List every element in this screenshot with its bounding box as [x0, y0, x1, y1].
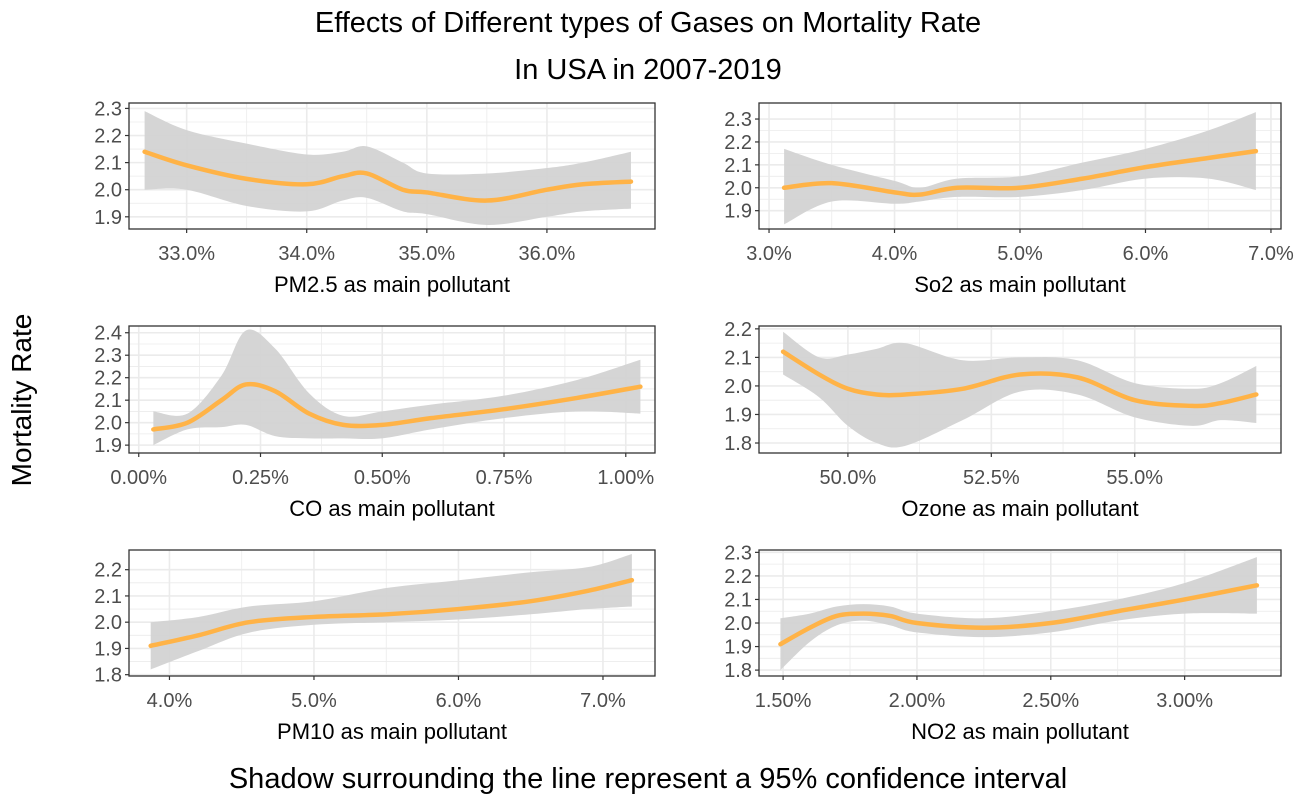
x-tick-label: 50.0%	[820, 467, 877, 489]
y-tick-label: 2.2	[724, 566, 752, 588]
y-tick-label: 1.9	[94, 207, 122, 229]
panel-5: 1.8 1.9 2.0 2.1 2.2 4.0% 5.0% 6.0% 7.0% PM10 as m…	[94, 549, 656, 744]
confidence-band	[783, 331, 1257, 448]
y-tick-label: 2.0	[94, 180, 122, 202]
y-tick-label: 2.2	[724, 319, 752, 341]
y-tick-label: 2.3	[94, 345, 122, 367]
x-axis-label: Ozone as main pollutant	[901, 496, 1138, 521]
y-tick-label: 2.3	[724, 542, 752, 564]
y-tick-label: 2.3	[724, 109, 752, 131]
y-tick-label: 1.8	[724, 660, 752, 682]
caption: Shadow surrounding the line represent a …	[228, 763, 1068, 795]
x-tick-label: 3.0%	[746, 243, 792, 265]
trend-line	[781, 148, 1259, 198]
x-axis-label: So2 as main pollutant	[914, 272, 1126, 297]
chart-subtitle: In USA in 2007-2019	[514, 54, 782, 86]
x-tick-label: 3.00%	[1156, 690, 1213, 712]
y-tick-label: 2.1	[94, 586, 122, 608]
y-tick-label: 1.9	[94, 638, 122, 660]
panel-6: 1.81.92.02.12.22.3 1.50% 2.00% 2.50% 3.00% NO…	[724, 542, 1282, 744]
y-tick-label: 1.9	[724, 201, 752, 223]
x-tick-label: 55.0%	[1106, 467, 1163, 489]
confidence-band	[153, 329, 641, 446]
panel-1: 1.9 2.0 2.1 2.2 2.3 33.0% 34.0% 35.0% 36.0% PM2.5…	[94, 98, 656, 297]
y-tick-label: 2.1	[94, 390, 122, 412]
trend-line	[151, 381, 643, 432]
x-axis-label: PM2.5 as main pollutant	[274, 272, 510, 297]
y-tick-label: 2.2	[94, 126, 122, 148]
x-tick-label: 1.00%	[597, 467, 654, 489]
panel-border	[758, 325, 1282, 454]
x-tick-label: 4.0%	[872, 243, 918, 265]
x-tick-label: 6.0%	[436, 690, 482, 712]
y-tick-label: 1.9	[724, 404, 752, 426]
panel-border	[758, 549, 1282, 677]
x-tick-label: 0.50%	[354, 467, 411, 489]
x-tick-label: 2.00%	[889, 690, 946, 712]
x-axis-label: PM10 as main pollutant	[277, 719, 507, 744]
y-tick-label: 2.0	[724, 178, 752, 200]
x-tick-label: 52.5%	[963, 467, 1020, 489]
panel-border	[128, 102, 656, 230]
y-tick-label: 2.2	[724, 132, 752, 154]
y-tick-label: 1.9	[94, 435, 122, 457]
x-tick-label: 5.0%	[291, 690, 337, 712]
y-tick-label: 2.2	[94, 560, 122, 582]
x-tick-label: 5.0%	[997, 243, 1043, 265]
y-tick-label: 2.3	[94, 98, 122, 120]
panel-3: 1.92.02.12.22.32.4 0.00% 0.25% 0.50% 0.75% 1.…	[94, 323, 656, 521]
x-tick-label: 0.00%	[110, 467, 167, 489]
x-tick-label: 35.0%	[398, 243, 455, 265]
x-tick-label: 7.0%	[580, 690, 626, 712]
y-tick-label: 1.8	[724, 433, 752, 455]
panel-2: 1.92.02.12.22.3 3.0% 4.0% 5.0% 6.0% 7.0% So2 a…	[724, 102, 1294, 297]
x-tick-label: 7.0%	[1248, 243, 1294, 265]
y-tick-label: 2.4	[94, 323, 122, 345]
x-tick-label: 36.0%	[519, 243, 576, 265]
confidence-band	[784, 112, 1256, 225]
x-axis-label: CO as main pollutant	[289, 496, 494, 521]
x-tick-label: 4.0%	[147, 690, 193, 712]
y-tick-label: 1.9	[724, 637, 752, 659]
panel-border	[128, 549, 656, 677]
x-tick-label: 33.0%	[158, 243, 215, 265]
x-tick-label: 0.75%	[476, 467, 533, 489]
x-tick-label: 2.50%	[1022, 690, 1079, 712]
trend-line	[142, 149, 634, 203]
y-tick-label: 2.1	[724, 589, 752, 611]
y-tick-label: 2.1	[94, 153, 122, 175]
x-tick-label: 34.0%	[278, 243, 335, 265]
x-tick-label: 1.50%	[755, 690, 812, 712]
x-tick-label: 0.25%	[232, 467, 289, 489]
chart-title: Effects of Different types of Gases on M…	[314, 7, 982, 39]
x-tick-label: 6.0%	[1123, 243, 1169, 265]
y-tick-label: 2.0	[94, 413, 122, 435]
trend-line	[778, 583, 1260, 647]
y-tick-label: 2.2	[94, 368, 122, 390]
x-axis-label: NO2 as main pollutant	[911, 719, 1129, 744]
trend-line	[148, 577, 635, 649]
y-tick-label: 2.0	[724, 613, 752, 635]
y-tick-label: 1.8	[94, 665, 122, 687]
trend-line	[780, 349, 1259, 409]
panel-border	[128, 325, 656, 454]
y-tick-label: 2.1	[724, 347, 752, 369]
panel-4: 1.8 1.9 2.0 2.1 2.2 50.0% 52.5% 55.0% Ozone as m…	[724, 319, 1282, 521]
y-tick-label: 2.0	[94, 612, 122, 634]
y-tick-label: 2.1	[724, 155, 752, 177]
confidence-band	[150, 553, 632, 670]
y-tick-label: 2.0	[724, 376, 752, 398]
